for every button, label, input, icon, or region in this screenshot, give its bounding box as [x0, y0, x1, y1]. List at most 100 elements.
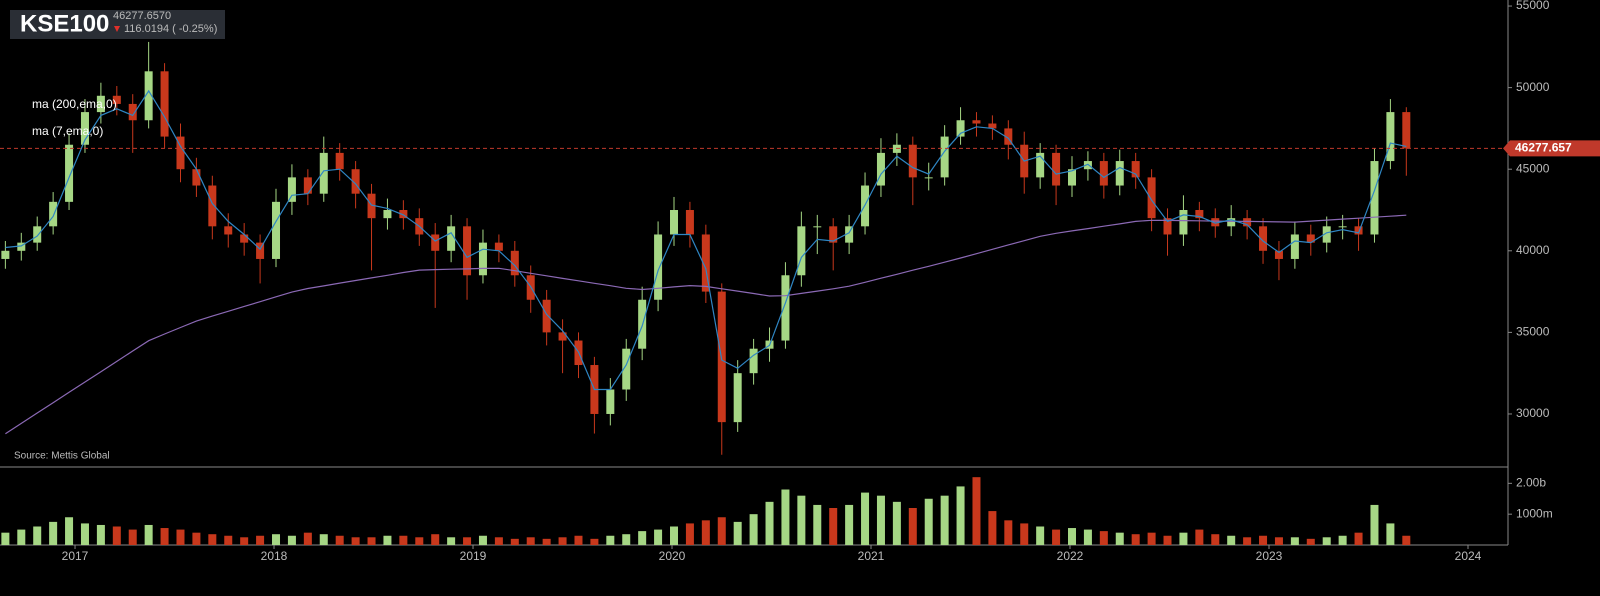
volume-bar	[176, 529, 185, 545]
candle-body	[1036, 152, 1045, 178]
candle-body	[606, 389, 615, 414]
volume-bar	[208, 534, 217, 545]
volume-bar	[1067, 528, 1076, 545]
candle-body	[988, 123, 997, 129]
candle-body	[1386, 112, 1395, 162]
candle-body	[876, 152, 885, 186]
y-tick-label: 30000	[1516, 406, 1550, 420]
candle-body	[1115, 161, 1124, 186]
volume-bar	[494, 537, 503, 545]
volume-bar	[1227, 535, 1236, 545]
volume-bar	[96, 524, 105, 545]
volume-bar	[988, 511, 997, 545]
y2-tick-label: 2.00b	[1516, 476, 1546, 490]
candle-body	[335, 152, 344, 170]
candle-body	[829, 226, 838, 243]
candle-body	[160, 71, 169, 137]
volume-bar	[1036, 526, 1045, 545]
candle-body	[956, 120, 965, 137]
volume-bar	[1322, 537, 1331, 545]
ticker-title: KSE100	[20, 10, 109, 37]
volume-bar	[1370, 504, 1379, 545]
candle-body	[701, 234, 710, 292]
candle-body	[940, 136, 949, 178]
volume-bar	[431, 534, 440, 545]
volume-bar	[144, 524, 153, 545]
candle-body	[813, 226, 822, 228]
candle-body	[478, 242, 487, 276]
candle-body	[176, 136, 185, 170]
volume-bar	[892, 501, 901, 545]
candle-body	[367, 193, 376, 219]
volume-bar	[1290, 537, 1299, 545]
volume-bar	[558, 537, 567, 545]
volume-bar	[1386, 523, 1395, 545]
candle-body	[1, 250, 10, 259]
volume-bar	[319, 534, 328, 545]
volume-bar	[1338, 535, 1347, 545]
candle-body	[463, 226, 472, 276]
volume-bar	[1131, 534, 1140, 545]
candle-body	[1243, 218, 1252, 227]
volume-bar	[1, 532, 10, 545]
y-tick-label: 40000	[1516, 243, 1550, 257]
volume-bar	[701, 520, 710, 545]
volume-bar	[1099, 531, 1108, 545]
candle-body	[208, 185, 217, 227]
x-tick-label: 2017	[62, 549, 89, 563]
candle-body	[65, 144, 74, 202]
candle-body	[622, 348, 631, 390]
volume-bar	[654, 529, 663, 545]
y-tick-label: 35000	[1516, 325, 1550, 339]
volume-bar	[924, 498, 933, 545]
volume-bar	[463, 537, 472, 545]
volume-bar	[956, 486, 965, 545]
candle-body	[1004, 128, 1013, 145]
last-price-tag	[1503, 140, 1600, 157]
volume-bar	[192, 532, 201, 545]
volume-bar	[1259, 535, 1268, 545]
candle-body	[272, 201, 281, 259]
candle-body	[96, 95, 105, 113]
candle-body	[1067, 169, 1076, 186]
volume-bar	[256, 535, 265, 545]
candle-body	[144, 71, 153, 121]
candle-body	[128, 103, 137, 121]
candle-body	[1370, 161, 1379, 235]
volume-bar	[1243, 537, 1252, 545]
candle-body	[924, 177, 933, 179]
x-tick-label: 2019	[460, 549, 487, 563]
candle-body	[1052, 152, 1061, 186]
candle-body	[1147, 177, 1156, 219]
candle-body	[510, 250, 519, 276]
y-tick-label: 55000	[1516, 0, 1550, 12]
candle-body	[1402, 112, 1411, 149]
volume-bar	[749, 514, 758, 545]
volume-bar	[160, 528, 169, 545]
candle-body	[1163, 218, 1172, 235]
volume-bar	[1306, 538, 1315, 545]
volume-bar	[112, 526, 121, 545]
ma-line	[5, 214, 1407, 435]
candle-body	[1179, 210, 1188, 235]
candle-body	[399, 210, 408, 219]
candle-body	[1338, 226, 1347, 228]
candle-body	[1259, 226, 1268, 251]
volume-bar	[33, 526, 42, 545]
volume-bar	[908, 508, 917, 545]
y-tick-label: 50000	[1516, 80, 1550, 94]
x-tick-label: 2022	[1057, 549, 1084, 563]
candle-body	[1211, 218, 1220, 227]
volume-bar	[383, 535, 392, 545]
candle-body	[908, 144, 917, 178]
volume-bar	[797, 495, 806, 545]
volume-bar	[1354, 532, 1363, 545]
candle-body	[542, 299, 551, 333]
volume-bar	[240, 537, 249, 545]
candle-body	[654, 234, 663, 300]
volume-bar	[542, 538, 551, 545]
candle-body	[494, 242, 503, 251]
candle-body	[558, 332, 567, 341]
volume-bar	[351, 537, 360, 545]
volume-bar	[781, 489, 790, 545]
